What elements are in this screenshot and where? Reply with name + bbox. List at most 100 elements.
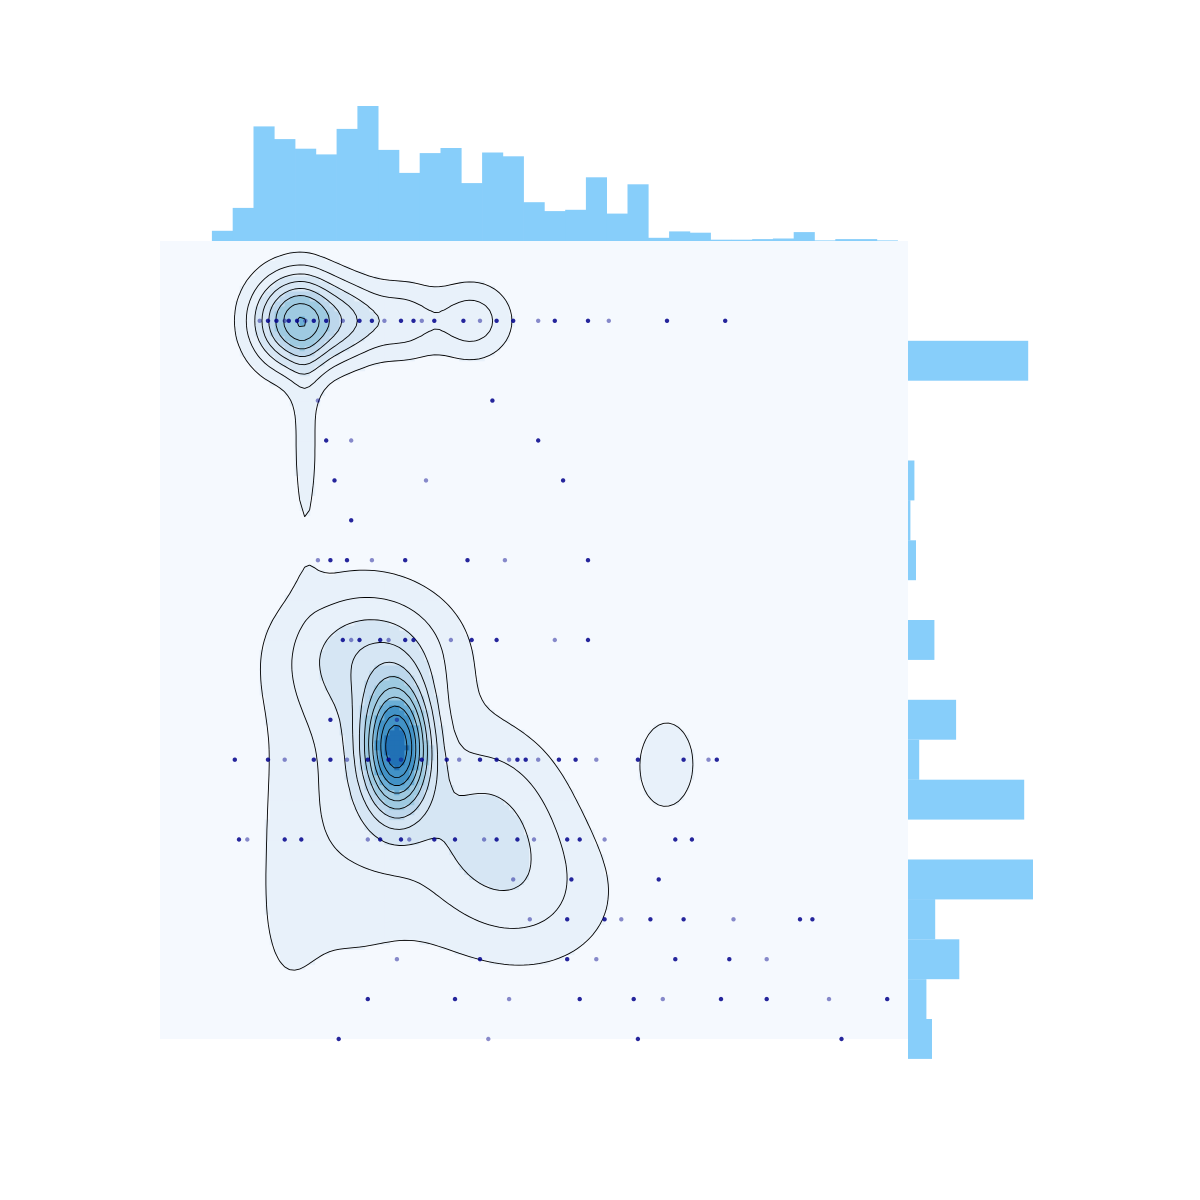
density-cell [304,919,311,925]
density-cell [474,764,480,771]
density-cell [499,739,505,746]
density-cell [419,704,425,711]
density-cell [683,764,690,771]
density-cell [309,410,316,417]
density-cell [499,754,505,761]
density-cell [474,794,480,801]
density-cell [489,774,495,781]
density-cell [464,814,470,821]
density-cell [499,724,505,731]
density-cell [359,854,366,861]
density-cell [663,769,670,776]
density-cell [354,320,361,327]
density-cell [404,729,410,736]
density-cell [668,724,675,731]
density-cell [354,714,361,721]
density-cell [359,734,366,741]
density-cell [384,590,390,596]
density-cell [419,869,425,876]
density-cell [534,884,540,890]
density-cell [319,380,326,387]
density-cell [484,784,490,791]
density-cell [314,734,321,741]
density-cell [538,879,545,885]
density-cell [459,744,465,751]
density-cell [419,605,425,611]
density-cell [359,610,366,616]
density-cell [354,784,361,791]
density-cell [319,350,326,357]
density-cell [509,824,515,831]
density-cell [514,869,520,876]
density-cell [274,330,281,337]
density-cell [538,909,545,915]
density-cell [449,330,455,337]
density-cell [304,819,311,826]
density-cell [304,400,311,407]
density-cell [454,345,460,352]
density-cell [434,869,440,876]
density-cell [279,669,286,676]
density-cell [464,869,470,876]
density-cell [279,345,286,352]
density-cell [394,640,400,646]
density-cell [384,669,390,676]
density-cell [394,824,400,831]
density-cell [314,784,321,791]
density-cell [284,944,291,950]
density-cell [274,754,281,761]
density-cell [474,684,480,691]
density-cell [474,744,480,751]
density-cell [479,849,485,856]
density-cell [553,844,560,851]
density-cell [499,924,505,930]
density-cell [334,854,341,861]
density-cell [504,829,510,836]
density-cell [289,719,296,726]
density-cell [469,934,475,940]
density-cell [543,879,550,885]
density-cell [434,784,440,791]
density-cell [269,340,276,347]
density-cell [329,934,336,940]
density-cell [434,909,440,915]
density-cell [394,914,400,920]
density-cell [299,465,306,472]
density-cell [414,320,420,327]
density-cell [424,664,430,671]
density-cell [334,689,341,696]
density-cell [489,899,495,905]
density-cell [274,804,281,811]
density-cell [369,934,376,940]
density-cell [598,899,605,905]
density-cell [394,325,400,332]
density-cell [324,350,331,357]
density-cell [304,959,311,965]
density-cell [519,869,525,876]
density-cell [384,889,390,895]
density-cell [364,749,371,756]
density-cell [474,350,480,357]
density-cell [389,729,395,736]
density-cell [284,630,291,636]
density-cell [404,610,410,616]
density-cell [274,375,281,382]
density-cell [573,799,580,806]
density-cell [414,854,420,861]
density-cell [459,644,465,651]
density-cell [279,375,286,382]
density-cell [399,829,405,836]
density-cell [264,635,271,641]
density-cell [419,829,425,836]
density-cell [683,739,690,746]
density-cell [329,719,336,726]
density-cell [314,395,321,402]
density-cell [399,694,405,701]
density-cell [504,849,510,856]
density-cell [484,754,490,761]
density-cell [324,799,331,806]
density-cell [299,949,306,955]
density-cell [444,340,450,347]
density-cell [329,644,336,651]
density-cell [489,944,495,950]
